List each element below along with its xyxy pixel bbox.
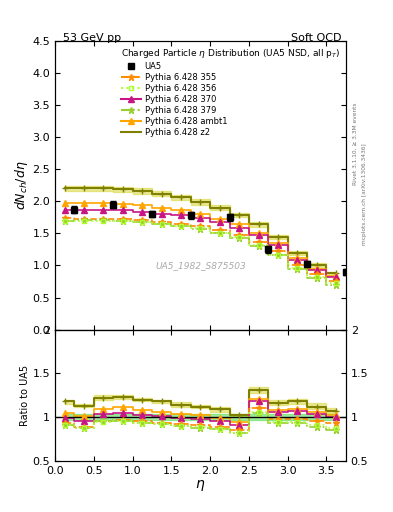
Text: Rivet 3.1.10, ≥ 3.3M events: Rivet 3.1.10, ≥ 3.3M events bbox=[353, 102, 358, 185]
Text: UA5_1982_S875503: UA5_1982_S875503 bbox=[155, 262, 246, 271]
Y-axis label: $dN_{ch}/d\eta$: $dN_{ch}/d\eta$ bbox=[13, 160, 29, 210]
Text: Soft QCD: Soft QCD bbox=[292, 33, 342, 44]
Y-axis label: Ratio to UA5: Ratio to UA5 bbox=[20, 365, 30, 426]
Text: mcplots.cern.ch [arXiv:1306.3436]: mcplots.cern.ch [arXiv:1306.3436] bbox=[362, 144, 367, 245]
Text: 53 GeV pp: 53 GeV pp bbox=[63, 33, 121, 44]
X-axis label: $\eta$: $\eta$ bbox=[195, 478, 206, 494]
Legend: UA5, Pythia 6.428 355, Pythia 6.428 356, Pythia 6.428 370, Pythia 6.428 379, Pyt: UA5, Pythia 6.428 355, Pythia 6.428 356,… bbox=[117, 44, 343, 141]
